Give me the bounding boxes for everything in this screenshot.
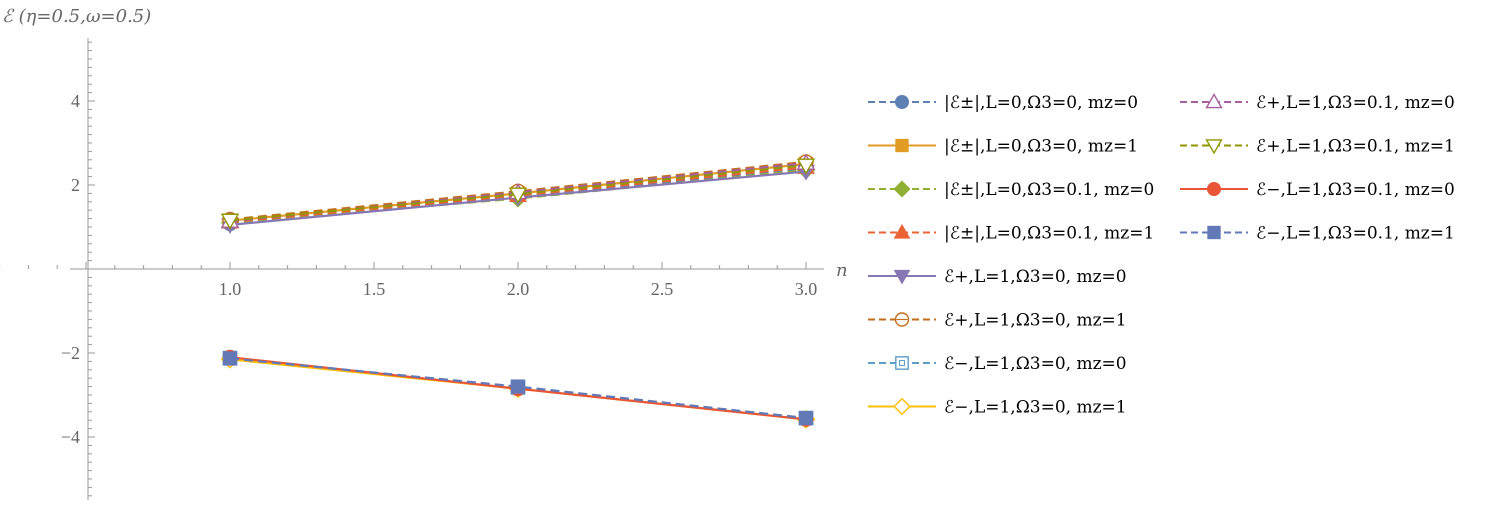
legend-label: ℰ−,L=1,Ω3=0.1, mz=0 bbox=[1256, 180, 1455, 200]
legend-marker bbox=[1205, 139, 1223, 155]
x-tick-label: 2.0 bbox=[507, 279, 530, 299]
x-axis-title: n bbox=[836, 260, 848, 281]
plot-area bbox=[220, 153, 816, 429]
x-tick-label: 3.0 bbox=[795, 279, 818, 299]
data-point bbox=[220, 213, 240, 230]
series-10 bbox=[220, 158, 816, 230]
legend-label: |ℰ±|,L=0,Ω3=0, mz=0 bbox=[944, 93, 1138, 113]
legend-item: ℰ+,L=1,Ω3=0, mz=1 bbox=[868, 311, 1127, 331]
legend-marker bbox=[1205, 93, 1223, 109]
legend-item: ℰ+,L=1,Ω3=0.1, mz=0 bbox=[1180, 93, 1455, 113]
y-tick-label: −4 bbox=[61, 427, 80, 447]
data-point bbox=[510, 379, 526, 394]
data-point bbox=[222, 351, 238, 366]
legend-label: ℰ+,L=1,Ω3=0.1, mz=0 bbox=[1256, 93, 1455, 113]
series-line bbox=[229, 164, 807, 222]
legend-item: ℰ+,L=1,Ω3=0, mz=0 bbox=[868, 267, 1127, 287]
legend-label: ℰ−,L=1,Ω3=0, mz=0 bbox=[944, 354, 1127, 374]
y-tick-label: 2 bbox=[71, 175, 80, 195]
series-line bbox=[229, 357, 807, 420]
legend-item: |ℰ±|,L=0,Ω3=0, mz=0 bbox=[868, 93, 1138, 113]
legend-item: ℰ−,L=1,Ω3=0, mz=0 bbox=[868, 354, 1127, 374]
legend-label: |ℰ±|,L=0,Ω3=0.1, mz=0 bbox=[944, 180, 1154, 200]
legend-item: |ℰ±|,L=0,Ω3=0.1, mz=1 bbox=[868, 224, 1154, 244]
legend-marker bbox=[893, 224, 911, 239]
series-line bbox=[229, 162, 807, 223]
legend-marker bbox=[893, 180, 911, 198]
legend-label: ℰ−,L=1,Ω3=0, mz=1 bbox=[944, 398, 1127, 418]
legend-marker bbox=[893, 269, 911, 285]
legend: |ℰ±|,L=0,Ω3=0, mz=0 |ℰ±|,L=0,Ω3=0, mz=1 |ℰ… bbox=[868, 93, 1455, 418]
legend-marker bbox=[893, 397, 911, 416]
series-line bbox=[229, 160, 807, 221]
x-tick-label: 2.5 bbox=[651, 279, 674, 299]
x-tick-label: 1.5 bbox=[363, 279, 386, 299]
data-point bbox=[796, 158, 816, 175]
series-12 bbox=[222, 351, 814, 426]
legend-item: |ℰ±|,L=0,Ω3=0.1, mz=0 bbox=[868, 180, 1154, 200]
legend-item: |ℰ±|,L=0,Ω3=0, mz=1 bbox=[868, 137, 1138, 157]
y-tick-label: −2 bbox=[61, 343, 80, 363]
legend-label: ℰ+,L=1,Ω3=0, mz=1 bbox=[944, 311, 1127, 331]
legend-label: ℰ−,L=1,Ω3=0.1, mz=1 bbox=[1256, 224, 1455, 244]
legend-marker bbox=[895, 138, 909, 153]
legend-item: ℰ−,L=1,Ω3=0.1, mz=0 bbox=[1180, 180, 1455, 200]
legend-label: |ℰ±|,L=0,Ω3=0.1, mz=1 bbox=[944, 224, 1154, 244]
legend-label: ℰ+,L=1,Ω3=0, mz=0 bbox=[944, 267, 1127, 287]
y-tick-label: 4 bbox=[71, 91, 80, 111]
legend-item: ℰ−,L=1,Ω3=0.1, mz=1 bbox=[1180, 224, 1455, 244]
legend-marker bbox=[895, 356, 909, 370]
y-axis-title: ℰ (η=0.5,ω=0.5) bbox=[2, 6, 151, 27]
axes: 1.0 1.5 2.0 2.5 3.0 −4 −2 2 4 bbox=[0, 38, 824, 500]
series-line bbox=[229, 166, 807, 224]
data-point bbox=[508, 187, 528, 204]
x-tick-label: 1.0 bbox=[219, 279, 242, 299]
legend-marker-inner bbox=[899, 360, 905, 366]
legend-marker bbox=[1207, 225, 1221, 240]
data-point bbox=[798, 410, 814, 426]
legend-item: ℰ−,L=1,Ω3=0, mz=1 bbox=[868, 398, 1127, 418]
legend-item: ℰ+,L=1,Ω3=0.1, mz=1 bbox=[1180, 137, 1455, 157]
legend-label: |ℰ±|,L=0,Ω3=0, mz=1 bbox=[944, 137, 1138, 157]
legend-label: ℰ+,L=1,Ω3=0.1, mz=1 bbox=[1256, 137, 1455, 157]
legend-marker bbox=[1207, 182, 1221, 196]
legend-marker bbox=[895, 95, 909, 109]
